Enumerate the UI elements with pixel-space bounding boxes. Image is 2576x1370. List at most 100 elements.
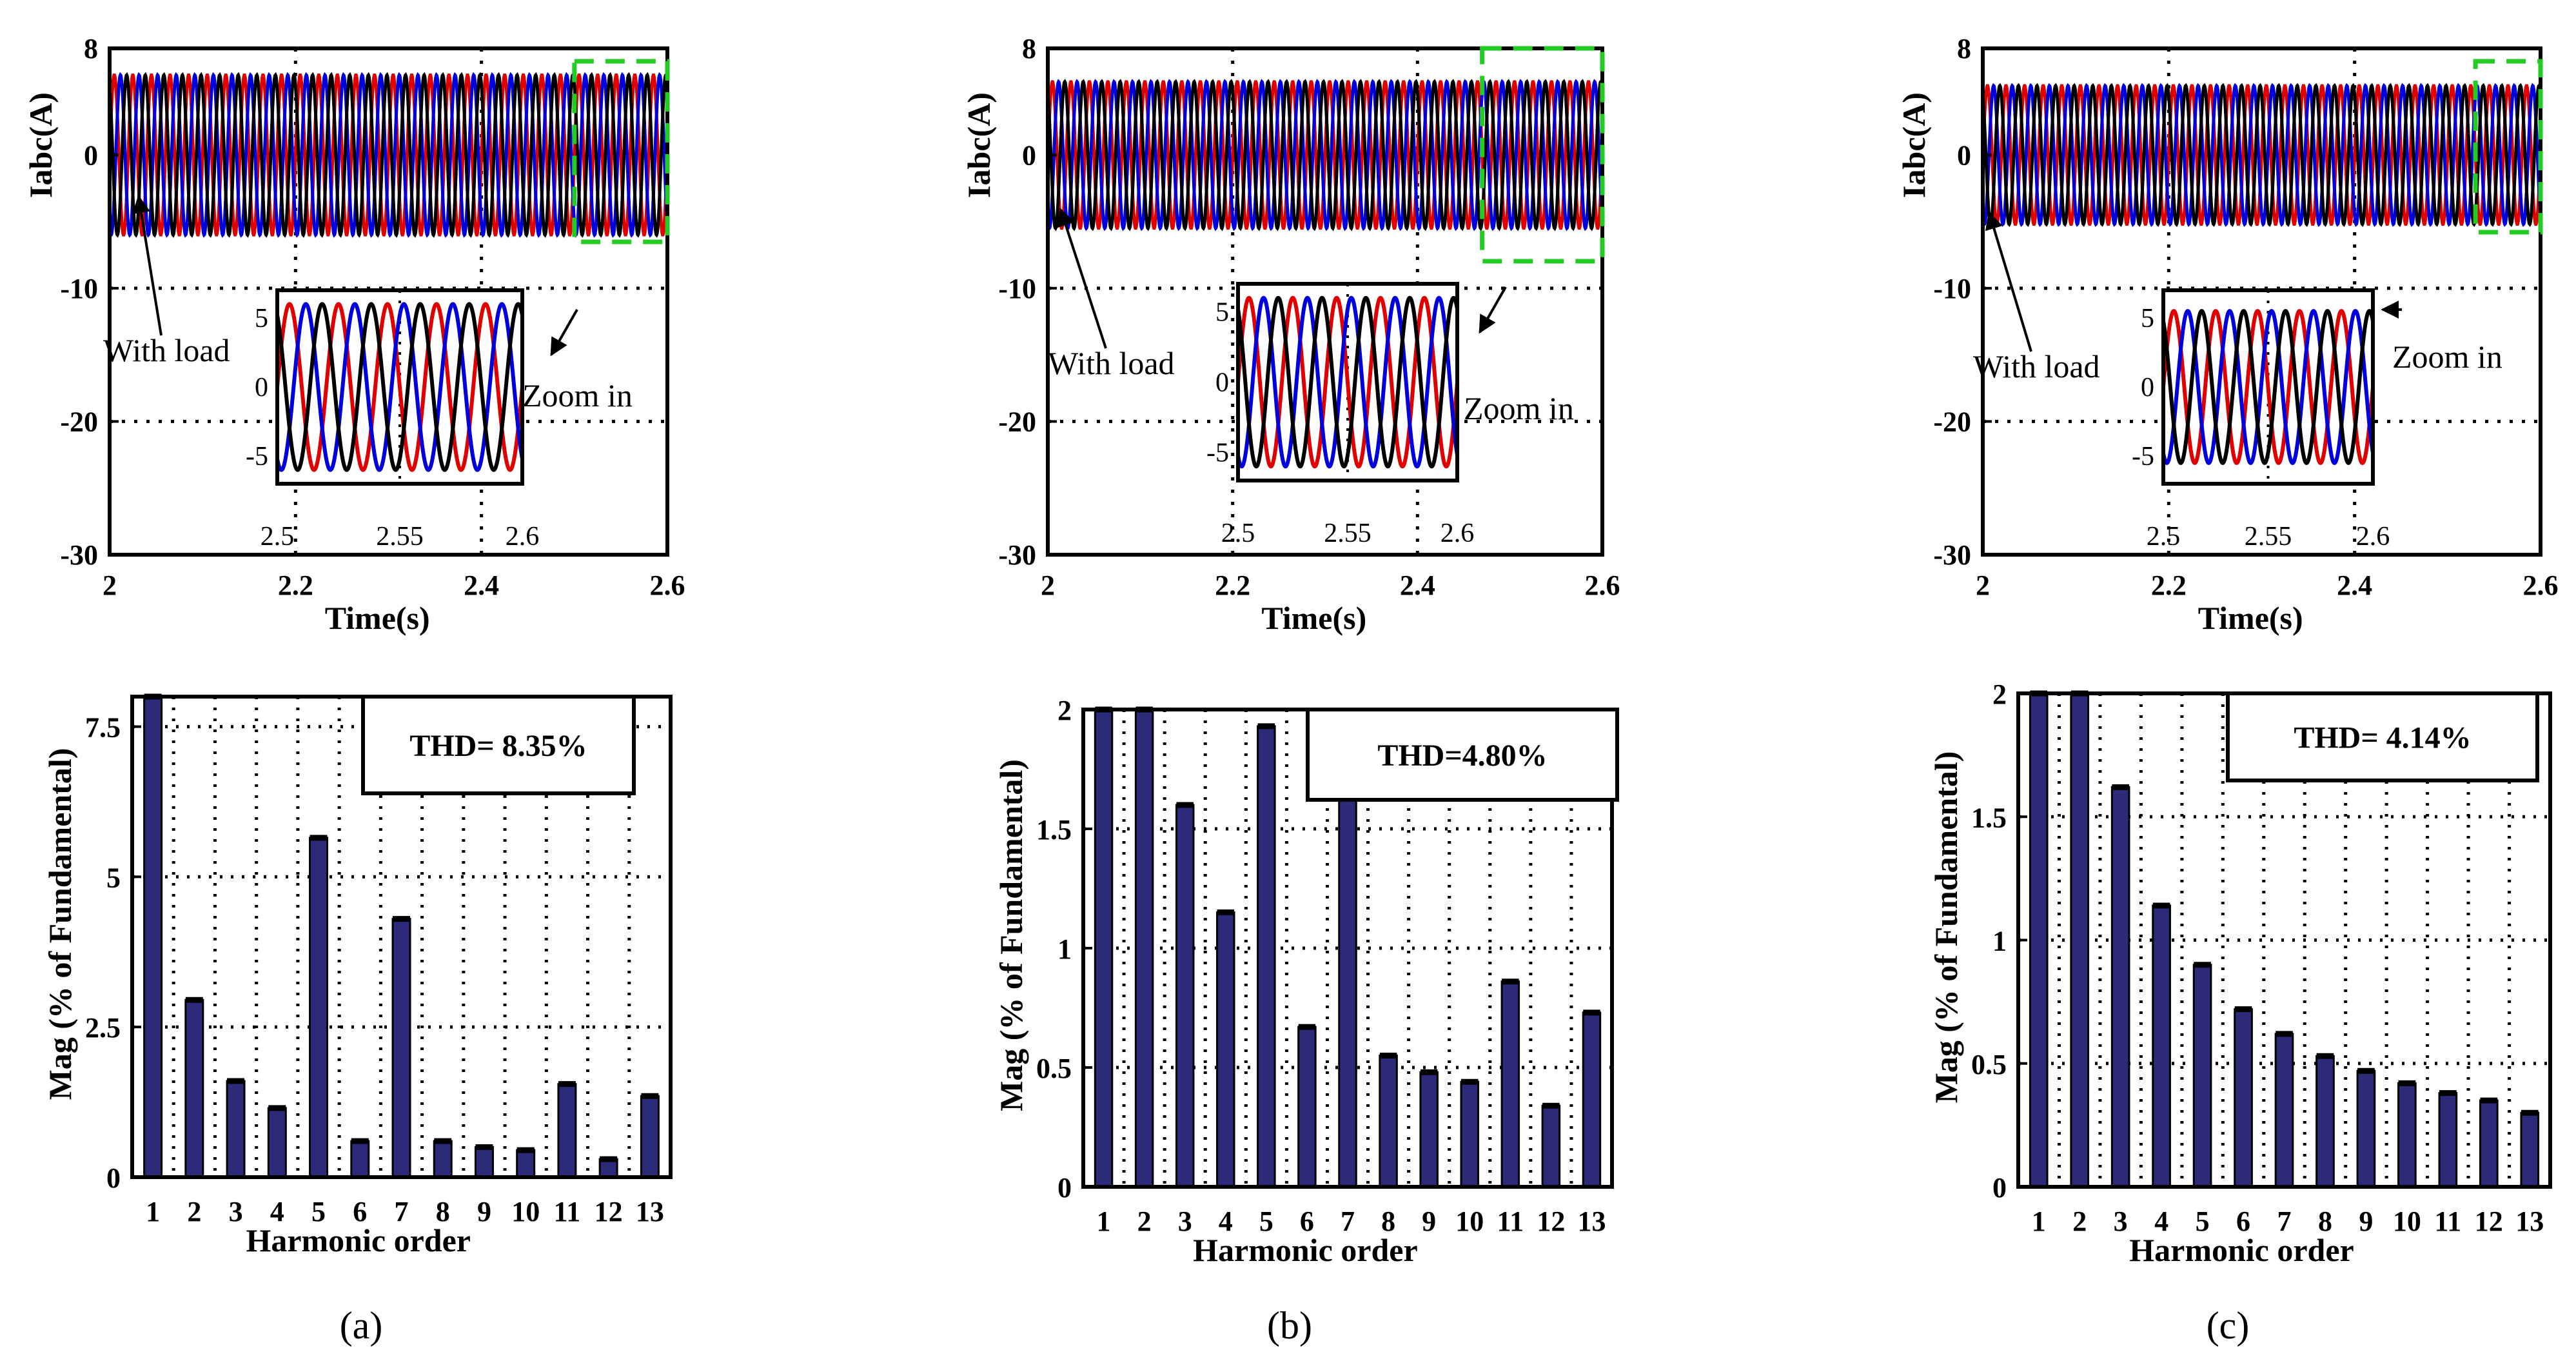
harmonic-tick-label: 1 [146, 1196, 160, 1227]
harmonic-tick-label: 7 [2277, 1206, 2292, 1237]
harmonic-tick-label: 10 [1455, 1206, 1484, 1237]
current-y-label: Iabc(A) [961, 92, 997, 198]
x-tick-label: 2 [1976, 570, 1990, 601]
harmonic-bar-11 [2438, 1092, 2458, 1188]
inset-x-tick-label: 2.5 [2147, 522, 2181, 551]
zoom-in-annotation: Zoom in [522, 377, 633, 413]
inset-series-ic [2161, 309, 2375, 465]
harmonic-bar-9 [1419, 1071, 1439, 1188]
current-y-label: Iabc(A) [1896, 92, 1932, 198]
harmonic-tick-label: 10 [511, 1196, 540, 1227]
inset-series-ia [2161, 309, 2375, 465]
y-tick-label: 8 [1957, 33, 1971, 65]
inset-x-tick-label: 2.5 [1221, 519, 1255, 548]
spectrum-y-tick-label: 0.5 [1971, 1049, 2007, 1080]
harmonic-bar-5 [1257, 725, 1276, 1188]
inset-series-ic [1236, 295, 1459, 469]
inset-frame [2161, 288, 2375, 486]
current-series-ia [1046, 80, 1604, 230]
spectrum-y-label: Mag (% of Fundamental) [1928, 751, 1964, 1104]
harmonic-bar-12 [2479, 1099, 2499, 1188]
x-tick-label: 2.4 [1400, 570, 1435, 601]
thd-label: THD= 8.35% [409, 729, 587, 763]
current-x-label: Time(s) [2198, 600, 2303, 636]
harmonic-bar-11 [557, 1083, 577, 1178]
harmonic-bar-3 [1175, 804, 1195, 1188]
y-tick-label: -30 [1933, 539, 1971, 571]
inset-x-tick-label: 2.6 [1440, 519, 1475, 548]
zoom-window-box [1480, 46, 1605, 264]
inset-series-ib [2161, 309, 2375, 465]
harmonic-bar-8 [1379, 1055, 1398, 1188]
harmonic-bar-2 [2070, 692, 2090, 1188]
current-plot-c: 8 0 -10 -20 -302 2.2 2.4 2.6 Time(s) Iabc(A) 5 0 -5 2… [1896, 33, 2559, 636]
x-tick-label: 2.2 [1215, 570, 1250, 601]
harmonic-bar-12 [1541, 1104, 1561, 1188]
inset-series-ib [275, 302, 524, 472]
current-x-label: Time(s) [1261, 600, 1366, 636]
harmonic-tick-label: 4 [270, 1196, 284, 1227]
harmonic-tick-label: 4 [1219, 1206, 1233, 1237]
x-tick-label: 2.6 [2523, 570, 2559, 601]
panel-a: 80-10-20-302 2.2 2.4 2.6Time(s)Iabc(A)50-52… [23, 33, 685, 1347]
spectrum-y-tick-label: 1 [1057, 933, 1072, 965]
zoom-window-box [2473, 59, 2543, 235]
y-tick-label: -10 [1933, 273, 1971, 304]
inset-plot: 5 0 -5 2.5 2.55 2.6 [246, 288, 539, 551]
spectrum-y-tick-label: 1 [1992, 926, 2007, 957]
inset-plot: 5 0 -5 2.5 2.55 2.6 [1206, 282, 1475, 548]
harmonic-tick-label: 6 [2236, 1206, 2250, 1237]
thd-box [2226, 691, 2539, 782]
harmonic-tick-label: 2 [2072, 1206, 2087, 1237]
harmonic-tick-label: 13 [1577, 1206, 1606, 1237]
harmonic-tick-label: 9 [477, 1196, 491, 1227]
inset-y-tick-label: 5 [255, 304, 268, 333]
harmonic-tick-label: 10 [2393, 1206, 2421, 1237]
harmonic-tick-label: 9 [1422, 1206, 1436, 1237]
zoom-in-arrow [1479, 286, 1507, 334]
harmonic-bar-6 [350, 1140, 370, 1178]
inset-y-tick-label: 5 [1215, 298, 1229, 328]
spectrum-y-tick-label: 0 [106, 1162, 121, 1194]
x-tick-label: 2.2 [278, 570, 313, 601]
harmonic-tick-label: 1 [2032, 1206, 2046, 1237]
harmonic-tick-label: 3 [229, 1196, 243, 1227]
with-load-arrow [1985, 211, 2032, 352]
y-tick-label: -20 [1933, 406, 1971, 437]
current-series-ib [1981, 83, 2542, 227]
harmonic-bar-5 [309, 837, 329, 1178]
harmonic-tick-label: 5 [1259, 1206, 1273, 1237]
spectrum-x-label: Harmonic order [246, 1222, 471, 1258]
y-tick-label: 0 [84, 139, 98, 171]
spectrum-y-tick-label: 2.5 [85, 1012, 121, 1044]
harmonic-bar-1 [2029, 692, 2049, 1188]
panel-b: 80-10-20-302 2.2 2.4 2.6Time(s)Iabc(A)50-52… [961, 33, 1620, 1347]
x-tick-label: 2.6 [650, 570, 685, 601]
inset-y-tick-label: 0 [2141, 373, 2154, 402]
y-tick-label: -10 [60, 273, 98, 304]
y-tick-label: -30 [60, 539, 98, 571]
harmonic-tick-label: 12 [1537, 1206, 1565, 1237]
spectrum-y-tick-label: 5 [106, 862, 121, 893]
spectrum-y-tick-label: 1.5 [1971, 802, 2007, 833]
harmonic-bar-9 [474, 1146, 494, 1178]
harmonic-bar-7 [391, 918, 411, 1178]
harmonic-tick-label: 11 [554, 1196, 581, 1227]
harmonic-bar-6 [2234, 1008, 2253, 1188]
harmonic-bar-3 [226, 1080, 246, 1178]
harmonic-tick-label: 1 [1097, 1206, 1111, 1237]
spectrum-x-label: Harmonic order [1193, 1232, 1418, 1268]
y-tick-label: 8 [84, 33, 98, 65]
harmonic-bar-3 [2110, 786, 2130, 1188]
inset-x-tick-label: 2.55 [2245, 522, 2292, 551]
harmonic-bar-10 [2397, 1082, 2417, 1188]
harmonic-tick-label: 6 [1300, 1206, 1314, 1237]
harmonic-tick-label: 12 [2475, 1206, 2503, 1237]
y-tick-label: 8 [1022, 33, 1036, 65]
harmonic-tick-label: 7 [1341, 1206, 1355, 1237]
current-y-label: Iabc(A) [23, 92, 59, 198]
inset-plot: 5 0 -5 2.5 2.55 2.6 [2132, 288, 2390, 551]
